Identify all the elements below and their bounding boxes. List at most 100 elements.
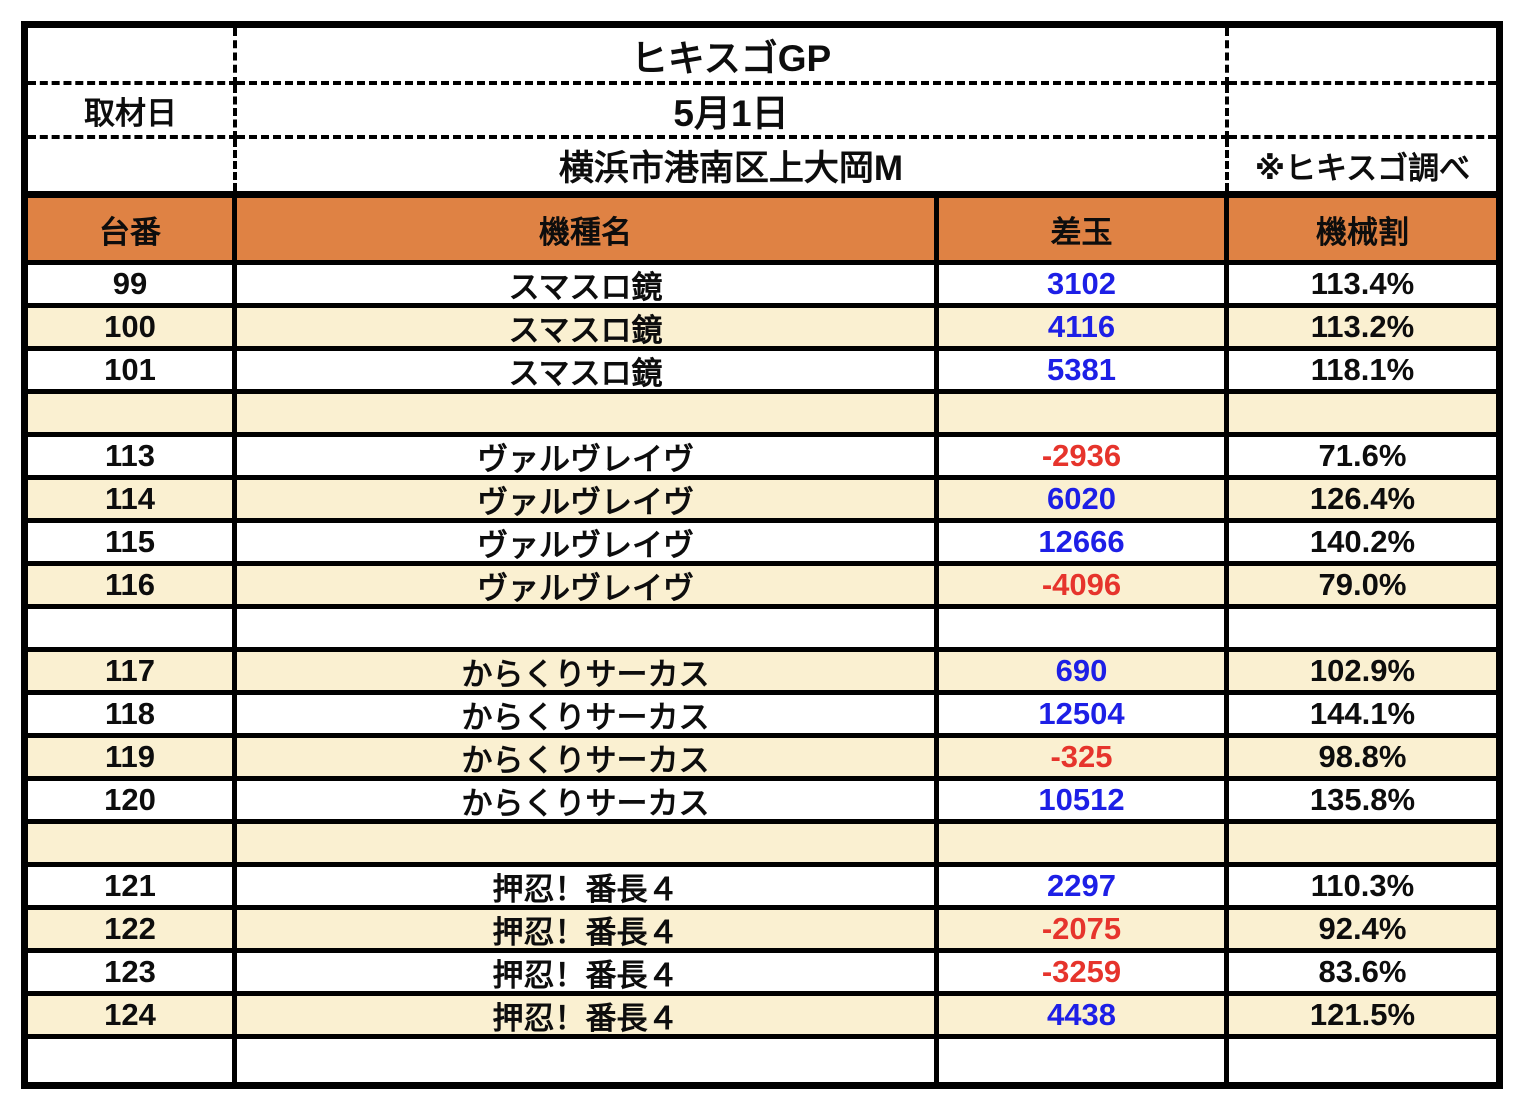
results-table: ヒキスゴGP 取材日 5月1日 横浜市港南区上大岡M ※ヒキスゴ調べ 台番 機種… [21,21,1503,1089]
cell-machine-name: 押忍！番長４ [237,953,939,996]
cell-kikaiwari: 118.1% [1229,351,1496,394]
cell-kikaiwari [1229,1039,1496,1082]
cell-dai-ban: 120 [28,781,237,824]
cell-machine-name: 押忍！番長４ [237,910,939,953]
cell-dai-ban: 117 [28,652,237,695]
info-header: ヒキスゴGP 取材日 5月1日 横浜市港南区上大岡M ※ヒキスゴ調べ [28,28,1496,198]
cell-machine-name: からくりサーカス [237,695,939,738]
cell-machine-name: ヴァルヴレイヴ [237,523,939,566]
table-row: 113 ヴァルヴレイヴ -2936 71.6% [28,437,1496,480]
table-row: 100 スマスロ鏡 4116 113.2% [28,308,1496,351]
date-value: 5月1日 [237,85,1229,139]
cell-kikaiwari [1229,394,1496,437]
cell-dai-ban [28,824,237,867]
cell-kikaiwari: 79.0% [1229,566,1496,609]
cell-dai-ban: 115 [28,523,237,566]
cell-dai-ban: 113 [28,437,237,480]
cell-machine-name: スマスロ鏡 [237,308,939,351]
cell-dai-ban: 101 [28,351,237,394]
cell-kikaiwari: 102.9% [1229,652,1496,695]
table-row-empty [28,824,1496,867]
table-row: 119 からくりサーカス -325 98.8% [28,738,1496,781]
cell-machine-name: 押忍！番長４ [237,867,939,910]
cell-sadama: 3102 [939,265,1229,308]
cell-dai-ban: 114 [28,480,237,523]
cell-kikaiwari: 71.6% [1229,437,1496,480]
cell-sadama: 10512 [939,781,1229,824]
cell-sadama: -325 [939,738,1229,781]
table-row: 117 からくりサーカス 690 102.9% [28,652,1496,695]
info-cell-empty-top-right [1229,28,1496,85]
table-row-empty [28,1039,1496,1082]
table-row: 121 押忍！番長４ 2297 110.3% [28,867,1496,910]
table-row: 99 スマスロ鏡 3102 113.4% [28,265,1496,308]
table-row-empty [28,609,1496,652]
cell-sadama [939,1039,1229,1082]
cell-dai-ban: 99 [28,265,237,308]
cell-dai-ban [28,394,237,437]
cell-sadama: 2297 [939,867,1229,910]
table-row: 101 スマスロ鏡 5381 118.1% [28,351,1496,394]
event-title: ヒキスゴGP [237,28,1229,85]
cell-kikaiwari: 98.8% [1229,738,1496,781]
table-row: 118 からくりサーカス 12504 144.1% [28,695,1496,738]
cell-dai-ban: 118 [28,695,237,738]
cell-dai-ban: 116 [28,566,237,609]
table-row: 115 ヴァルヴレイヴ 12666 140.2% [28,523,1496,566]
info-cell-empty-mid-right [1229,85,1496,139]
cell-dai-ban: 121 [28,867,237,910]
cell-kikaiwari: 144.1% [1229,695,1496,738]
cell-sadama: -2936 [939,437,1229,480]
cell-kikaiwari: 135.8% [1229,781,1496,824]
col-header-kikaiwari: 機械割 [1229,198,1496,265]
cell-sadama: 4438 [939,996,1229,1039]
info-cell-empty-top-left [28,28,237,85]
cell-kikaiwari: 110.3% [1229,867,1496,910]
cell-sadama [939,824,1229,867]
cell-sadama: -2075 [939,910,1229,953]
cell-sadama: -4096 [939,566,1229,609]
data-rows: 99 スマスロ鏡 3102 113.4% 100 スマスロ鏡 4116 113.2% 101 スマ… [28,265,1496,1082]
venue-name: 横浜市港南区上大岡M [237,139,1229,191]
cell-kikaiwari: 121.5% [1229,996,1496,1039]
cell-sadama: 690 [939,652,1229,695]
cell-sadama [939,609,1229,652]
survey-note: ※ヒキスゴ調べ [1254,150,1471,186]
cell-kikaiwari: 113.4% [1229,265,1496,308]
col-header-machine-name: 機種名 [237,198,939,265]
table-row: 123 押忍！番長４ -3259 83.6% [28,953,1496,996]
cell-machine-name [237,824,939,867]
cell-kikaiwari: 126.4% [1229,480,1496,523]
cell-machine-name [237,1039,939,1082]
col-header-dai-ban: 台番 [28,198,237,265]
cell-machine-name: からくりサーカス [237,652,939,695]
cell-kikaiwari: 113.2% [1229,308,1496,351]
table-row: 122 押忍！番長４ -2075 92.4% [28,910,1496,953]
table-row: 114 ヴァルヴレイヴ 6020 126.4% [28,480,1496,523]
column-header-row: 台番 機種名 差玉 機械割 [28,198,1496,265]
cell-dai-ban: 123 [28,953,237,996]
table-row: 124 押忍！番長４ 4438 121.5% [28,996,1496,1039]
cell-machine-name: ヴァルヴレイヴ [237,566,939,609]
cell-sadama: 12504 [939,695,1229,738]
cell-dai-ban: 122 [28,910,237,953]
cell-machine-name [237,394,939,437]
cell-kikaiwari: 140.2% [1229,523,1496,566]
cell-machine-name: スマスロ鏡 [237,265,939,308]
cell-sadama: 6020 [939,480,1229,523]
cell-sadama: 12666 [939,523,1229,566]
cell-sadama: 4116 [939,308,1229,351]
cell-machine-name: スマスロ鏡 [237,351,939,394]
cell-kikaiwari: 83.6% [1229,953,1496,996]
cell-kikaiwari: 92.4% [1229,910,1496,953]
cell-machine-name [237,609,939,652]
cell-sadama: 5381 [939,351,1229,394]
cell-machine-name: からくりサーカス [237,781,939,824]
cell-dai-ban [28,1039,237,1082]
cell-dai-ban: 124 [28,996,237,1039]
cell-dai-ban: 119 [28,738,237,781]
cell-machine-name: ヴァルヴレイヴ [237,437,939,480]
cell-machine-name: からくりサーカス [237,738,939,781]
table-row-empty [28,394,1496,437]
